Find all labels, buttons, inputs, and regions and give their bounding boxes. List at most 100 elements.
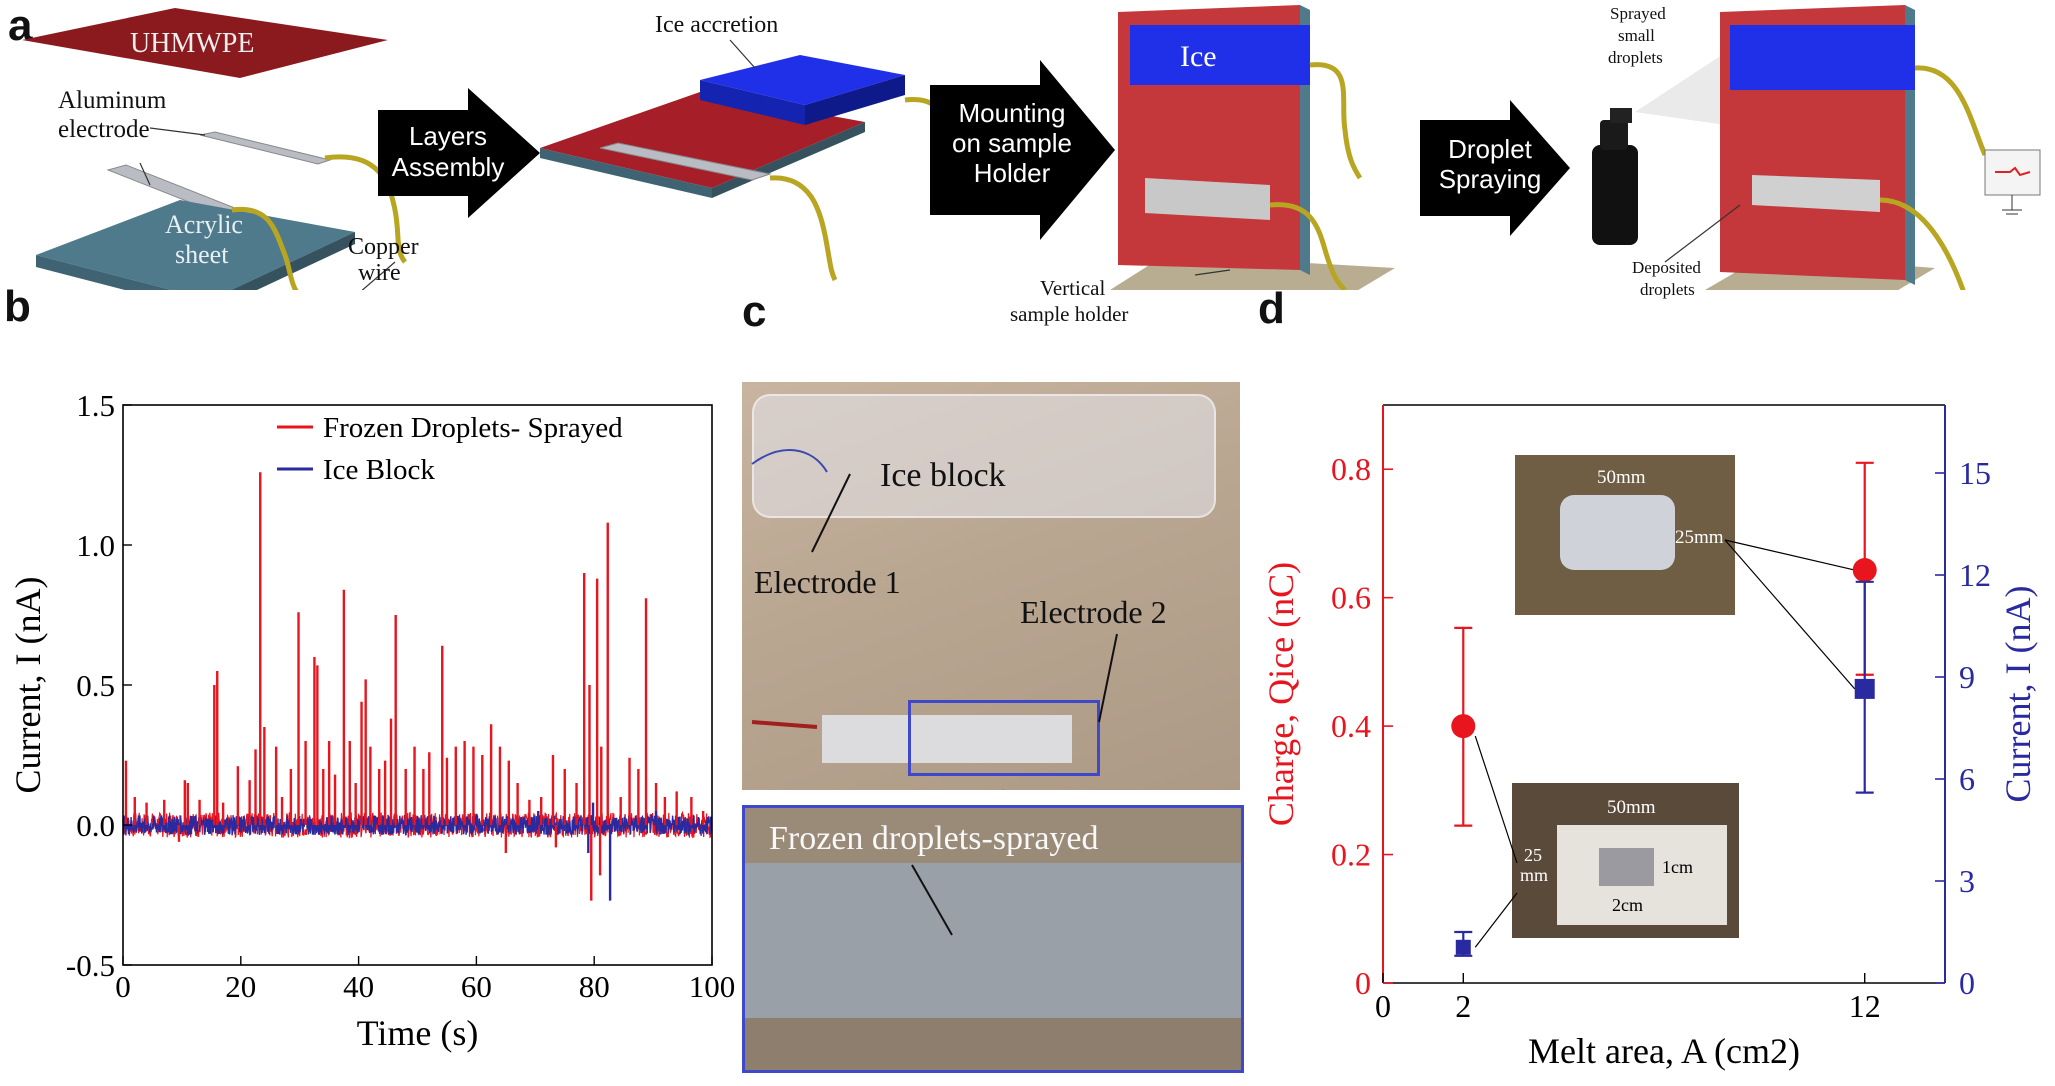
arrow1-line1: Layers (409, 121, 487, 151)
point-1-0 (1455, 939, 1471, 955)
label-sheet: sheet (175, 240, 229, 269)
signal-box-1 (1984, 149, 2041, 196)
ytick-label-1: 1.0 (76, 528, 115, 563)
arrow3-line1: Droplet (1448, 134, 1533, 164)
d-y-left-label: Charge, Qice (nC) (1261, 562, 1301, 826)
d-ytick-left-label-0.4: 0.4 (1331, 708, 1371, 744)
zoom-box (908, 700, 1100, 776)
acrylic-sheet-top (36, 200, 355, 290)
d-ytick-right-label-12: 12 (1959, 557, 1991, 593)
label-sample-holder: sample holder (1010, 302, 1129, 326)
ytick-label-0.5: 0.5 (76, 668, 115, 703)
uhmwpe-sheet (22, 8, 388, 78)
xtick-label-100: 100 (689, 969, 735, 1004)
ice-block-photo (752, 394, 1216, 518)
photo-zoom: Frozen droplets-sprayed (742, 805, 1244, 1073)
inset-bottom-h1: 25 (1524, 845, 1542, 865)
leader-top-red (1724, 539, 1855, 571)
d-y-right-label: Current, I (nA) (1998, 586, 2038, 803)
label-sprayed: Sprayed (1610, 4, 1666, 23)
chart-b-current-vs-time: 0 20 40 60 80 100 -0.5 0.0 0.5 1.0 1.5 Time (s) Curr… (8, 388, 735, 1053)
d-ytick-right-label-15: 15 (1959, 455, 1991, 491)
point-0-1 (1852, 558, 1877, 583)
photo-top-overlay (751, 449, 1118, 790)
xtick-label-80: 80 (579, 969, 610, 1004)
d-ytick-right-label-3: 3 (1959, 863, 1975, 899)
inset-top-ice (1560, 495, 1675, 570)
point-0-0 (1451, 714, 1476, 739)
label-ice-accretion: Ice accretion (655, 12, 779, 38)
copper-wire-1 (324, 154, 408, 264)
arrow2-line1: Mounting (959, 98, 1066, 128)
ytick-label--0.5: -0.5 (66, 948, 115, 983)
leader-bottom-red (1474, 735, 1518, 864)
arrow2-line3: Holder (974, 158, 1051, 188)
label-aluminum: Aluminum (58, 87, 167, 114)
d-xtick-label-2: 2 (1455, 988, 1471, 1024)
copper-wire-4 (769, 175, 838, 282)
xtick-label-0: 0 (115, 969, 131, 1004)
d-ytick-right-label-9: 9 (1959, 659, 1975, 695)
electrode2-photo (822, 715, 1072, 763)
xtick-label-60: 60 (461, 969, 492, 1004)
label-frozen-droplets: Frozen droplets-sprayed (769, 820, 1099, 857)
xtick-label-40: 40 (343, 969, 374, 1004)
x-axis-label: Time (s) (357, 1013, 479, 1053)
d-ytick-right-label-0: 0 (1959, 965, 1975, 1001)
panel-label-b: b (4, 282, 31, 331)
zoom-overlay (911, 864, 953, 936)
d-x-axis-label: Melt area, A (cm2) (1528, 1031, 1800, 1071)
inset-bottom-h2: mm (1520, 865, 1548, 885)
frozen-droplet-surface (745, 863, 1241, 1018)
d-ytick-right-label-6: 6 (1959, 761, 1975, 797)
legend-label-1: Ice Block (323, 454, 435, 486)
leader-top-blue (1724, 539, 1856, 690)
d-xtick-label-12: 12 (1849, 988, 1881, 1024)
label-deposited-droplets: droplets (1640, 280, 1695, 299)
xtick-label-20: 20 (225, 969, 256, 1004)
label-electrode-2: Electrode 2 (1020, 594, 1167, 630)
leader-bottom-blue (1474, 892, 1518, 948)
label-wire: wire (358, 260, 401, 286)
panel-a-schematic: Layers Assembly Mounting on sample Holde… (22, 5, 2041, 290)
d-ytick-left-label-0.6: 0.6 (1331, 580, 1371, 616)
point-1-1 (1854, 678, 1875, 699)
arrow-droplet-spraying (1420, 100, 1570, 236)
arrow1-line2: Assembly (392, 152, 505, 182)
label-uhmwpe: UHMWPE (130, 28, 255, 59)
label-deposited: Deposited (1632, 258, 1701, 277)
ice-block-3d (700, 55, 905, 105)
electrode-with-droplets (1752, 175, 1880, 212)
arrow3-line2: Spraying (1439, 164, 1542, 194)
panel-label-d: d (1258, 284, 1285, 333)
ytick-label-0: 0.0 (76, 808, 115, 843)
label-electrode-1: Electrode 1 (754, 564, 901, 600)
label-ice-block: Ice block (880, 457, 1006, 494)
inset-bottom-ice (1599, 848, 1654, 886)
label-droplets: droplets (1608, 48, 1663, 67)
d-ytick-left-label-0.8: 0.8 (1331, 451, 1371, 487)
d-xtick-label-0: 0 (1375, 988, 1391, 1024)
inset-top-height-label: 25mm (1675, 527, 1724, 548)
inset-bottom-inner-w: 2cm (1612, 895, 1643, 915)
series-blue-noise (122, 813, 713, 838)
d-ytick-left-label-0: 0 (1355, 965, 1371, 1001)
chart-d-charge-current-vs-area: 0 2 12 0 0.2 0.4 0.6 0.8 0 3 6 9 12 15 Melt area, A (c… (1261, 404, 2038, 1071)
ice-on-holder (1130, 25, 1310, 85)
inset-top-width-label: 50mm (1597, 467, 1646, 488)
photo-top: Ice block Electrode 1 Electrode 2 (742, 382, 1240, 790)
label-ice: Ice (1180, 40, 1217, 73)
y-axis-label: Current, I (nA) (8, 577, 48, 794)
arrow-layers-assembly (378, 88, 540, 218)
chart-b-frame (122, 404, 713, 966)
spray-bottle (1592, 145, 1638, 245)
label-acrylic: Acrylic (165, 210, 243, 239)
label-vertical: Vertical (1040, 276, 1106, 300)
d-ytick-left-label-0.2: 0.2 (1331, 837, 1371, 873)
arrow2-line2: on sample (952, 128, 1072, 158)
arrow-mounting (930, 60, 1115, 240)
label-small: small (1618, 26, 1655, 45)
inset-bottom-inner-h: 1cm (1662, 857, 1693, 877)
aluminum-strip-top (199, 131, 332, 165)
legend-label-0: Frozen Droplets- Sprayed (323, 412, 623, 444)
